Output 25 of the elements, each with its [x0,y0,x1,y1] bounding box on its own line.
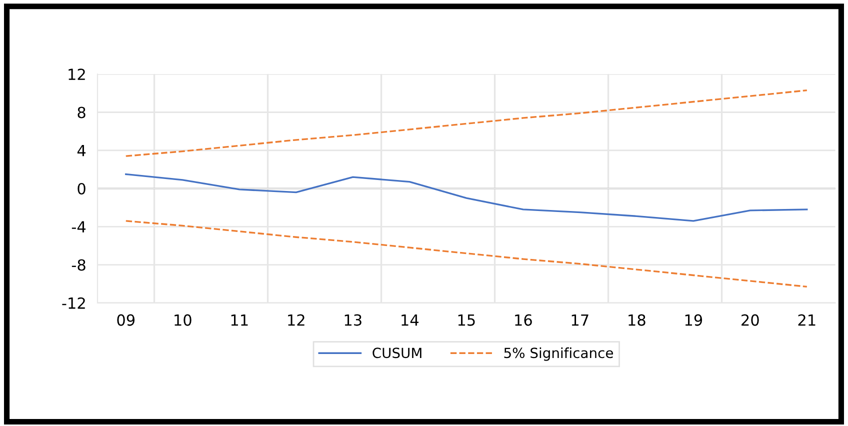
x-tick-label: 15 [458,314,475,326]
y-tick-label: 0 [78,182,86,195]
legend-label: CUSUM [372,348,422,358]
x-tick-label: 17 [572,314,588,326]
legend-label: 5% Significance [504,347,613,361]
y-tick-label: -12 [62,297,85,309]
x-tick-label: 11 [231,314,248,326]
x-tick-label: 14 [402,314,419,326]
y-tick-label: -8 [72,259,86,271]
y-tick-label: 8 [78,106,86,118]
y-tick-label: -4 [72,221,86,232]
y-tick-label: 4 [77,145,86,156]
x-tick-label: 20 [742,314,759,326]
line-series [125,89,808,157]
x-tick-label: 10 [174,314,192,326]
x-tick-label: 21 [798,314,816,326]
y-tick-label: 12 [68,68,85,80]
x-tick-label: 09 [117,314,135,326]
x-tick-label: 16 [515,314,532,326]
x-tick-label: 18 [628,314,646,326]
x-tick-label: 12 [288,314,304,326]
x-tick-label: 13 [344,314,362,326]
line-series [125,173,808,222]
x-tick-label: 19 [685,314,702,326]
line-series [125,220,808,288]
